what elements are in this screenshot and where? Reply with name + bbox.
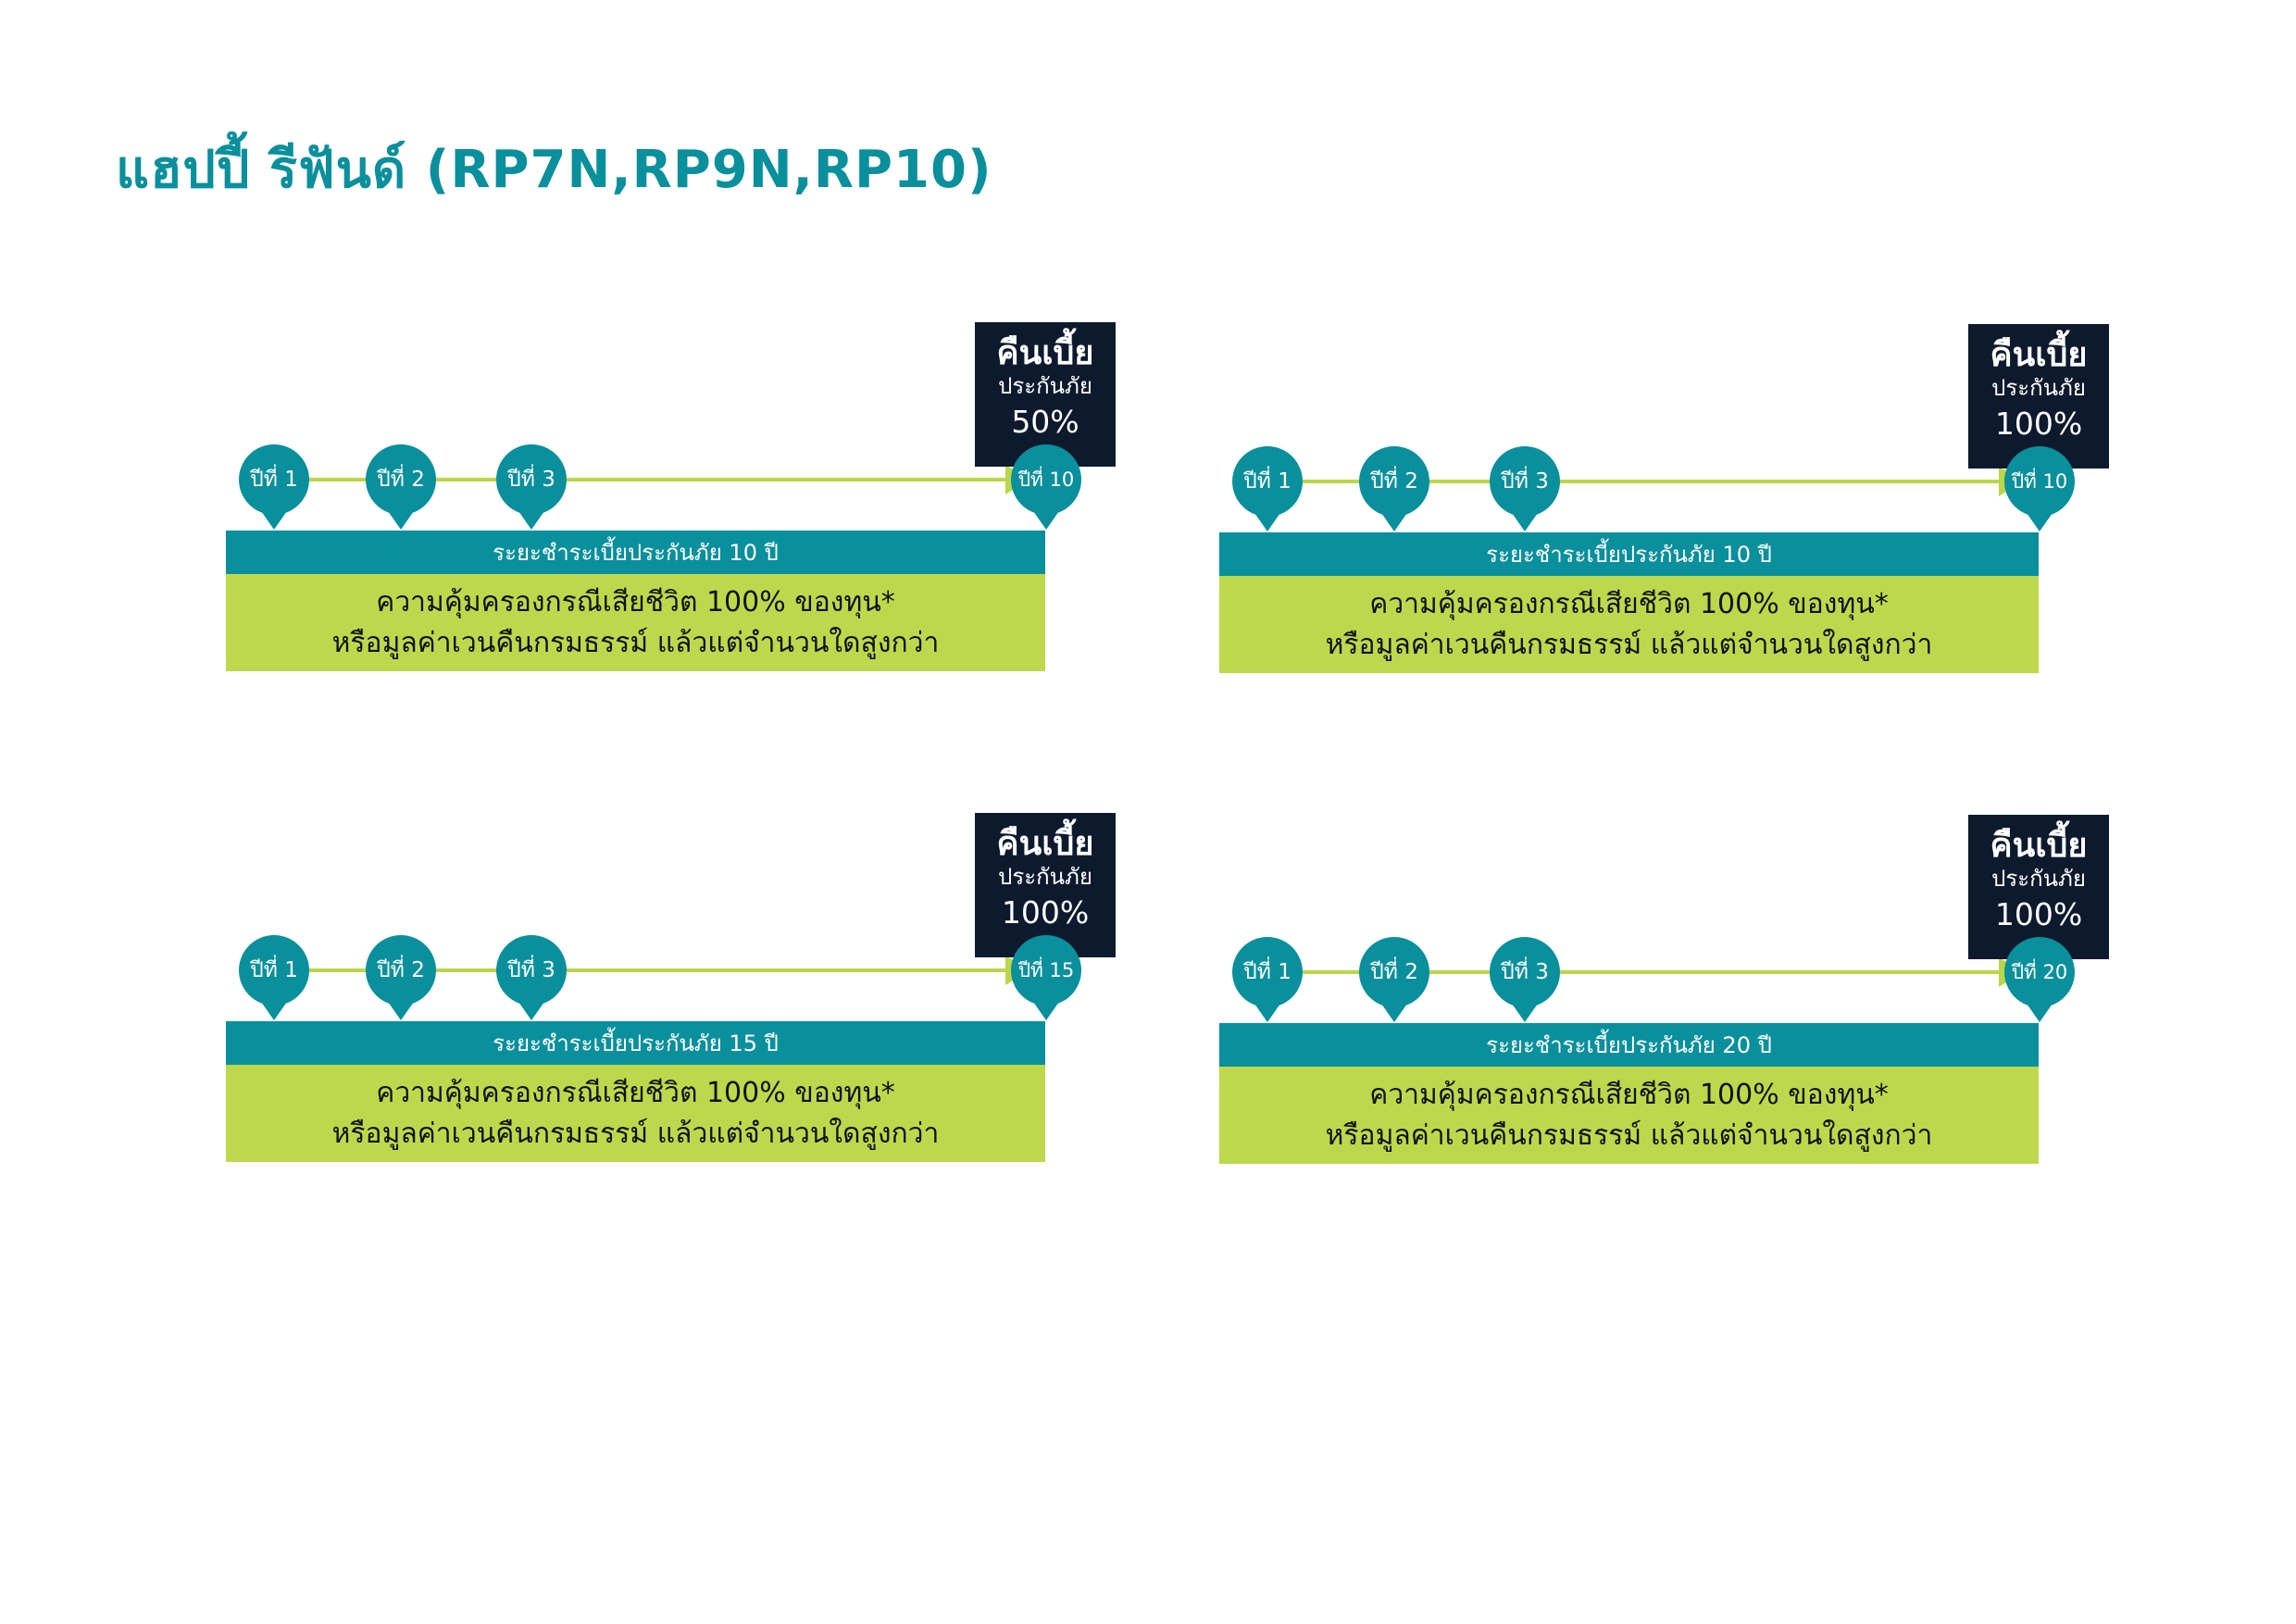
year-marker-2: ปีที่ 2: [1359, 937, 1429, 1007]
payment-period-bar: ระยะชำระเบี้ยประกันภัย 20 ปี: [1219, 1023, 2039, 1067]
refund-title: คืนเบี้ย: [1990, 336, 2088, 374]
plan-panel-1: ปีที่ 1 ปีที่ 2 ปีที่ 3 ปีที่ 10 คืนเบี้…: [226, 311, 1116, 700]
year-marker-3: ปีที่ 3: [1490, 446, 1560, 517]
timeline-line: [281, 478, 1008, 481]
refund-subtitle: ประกันภัย: [998, 373, 1092, 399]
payment-period-bar: ระยะชำระเบี้ยประกันภัย 15 ปี: [226, 1021, 1045, 1065]
coverage-box: ความคุ้มครองกรณีเสียชีวิต 100% ของทุน* ห…: [226, 574, 1045, 671]
year-marker-final: ปีที่ 20: [2004, 937, 2075, 1007]
year-marker-2: ปีที่ 2: [1359, 446, 1429, 517]
timeline-line: [1275, 480, 2002, 483]
refund-subtitle: ประกันภัย: [998, 864, 1092, 890]
year-marker-final: ปีที่ 10: [2004, 446, 2075, 517]
year-marker-1: ปีที่ 1: [239, 935, 309, 1006]
refund-percent: 100%: [1994, 406, 2083, 442]
refund-subtitle: ประกันภัย: [1991, 375, 2086, 401]
coverage-box: ความคุ้มครองกรณีเสียชีวิต 100% ของทุน* ห…: [1219, 1067, 2039, 1164]
plan-panel-2: ปีที่ 1 ปีที่ 2 ปีที่ 3 ปีที่ 10 คืนเบี้…: [1219, 313, 2109, 702]
coverage-box: ความคุ้มครองกรณีเสียชีวิต 100% ของทุน* ห…: [226, 1065, 1045, 1162]
coverage-line-1: ความคุ้มครองกรณีเสียชีวิต 100% ของทุน*: [1369, 1078, 1889, 1111]
coverage-line-1: ความคุ้มครองกรณีเสียชีวิต 100% ของทุน*: [376, 1076, 895, 1109]
coverage-box: ความคุ้มครองกรณีเสียชีวิต 100% ของทุน* ห…: [1219, 576, 2039, 673]
coverage-line-1: ความคุ้มครองกรณีเสียชีวิต 100% ของทุน*: [1369, 587, 1889, 620]
plan-panel-3: ปีที่ 1 ปีที่ 2 ปีที่ 3 ปีที่ 15 คืนเบี้…: [226, 802, 1116, 1191]
year-marker-1: ปีที่ 1: [1232, 937, 1303, 1007]
refund-subtitle: ประกันภัย: [1991, 866, 2086, 892]
refund-percent: 100%: [1994, 896, 2083, 932]
year-marker-3: ปีที่ 3: [1490, 937, 1560, 1007]
coverage-line-2: หรือมูลค่าเวนคืนกรมธรรม์ แล้วแต่จำนวนใดส…: [331, 626, 940, 659]
refund-percent: 50%: [1011, 404, 1079, 440]
refund-box: คืนเบี้ย ประกันภัย 100%: [975, 813, 1116, 957]
refund-percent: 100%: [1001, 894, 1090, 931]
timeline-line: [281, 968, 1008, 972]
coverage-line-2: หรือมูลค่าเวนคืนกรมธรรม์ แล้วแต่จำนวนใดส…: [1325, 1118, 1933, 1152]
refund-title: คืนเบี้ย: [996, 334, 1094, 372]
year-marker-2: ปีที่ 2: [366, 444, 436, 515]
year-marker-1: ปีที่ 1: [1232, 446, 1303, 517]
coverage-line-2: หรือมูลค่าเวนคืนกรมธรรม์ แล้วแต่จำนวนใดส…: [1325, 628, 1933, 661]
refund-box: คืนเบี้ย ประกันภัย 50%: [975, 322, 1116, 467]
timeline-line: [1275, 970, 2002, 974]
year-marker-3: ปีที่ 3: [496, 935, 567, 1006]
coverage-line-2: หรือมูลค่าเวนคืนกรมธรรม์ แล้วแต่จำนวนใดส…: [331, 1117, 940, 1150]
refund-title: คืนเบี้ย: [996, 825, 1094, 863]
coverage-line-1: ความคุ้มครองกรณีเสียชีวิต 100% ของทุน*: [376, 585, 895, 618]
year-marker-final: ปีที่ 15: [1011, 935, 1081, 1006]
refund-title: คืนเบี้ย: [1990, 827, 2088, 865]
year-marker-final: ปีที่ 10: [1011, 444, 1081, 515]
refund-box: คืนเบี้ย ประกันภัย 100%: [1968, 324, 2109, 468]
plan-panel-4: ปีที่ 1 ปีที่ 2 ปีที่ 3 ปีที่ 20 คืนเบี้…: [1219, 804, 2109, 1193]
page-title: แฮปปี้ รีฟันด์ (RP7N,RP9N,RP10): [116, 140, 992, 200]
year-marker-3: ปีที่ 3: [496, 444, 567, 515]
year-marker-1: ปีที่ 1: [239, 444, 309, 515]
payment-period-bar: ระยะชำระเบี้ยประกันภัย 10 ปี: [1219, 532, 2039, 576]
refund-box: คืนเบี้ย ประกันภัย 100%: [1968, 815, 2109, 959]
year-marker-2: ปีที่ 2: [366, 935, 436, 1006]
payment-period-bar: ระยะชำระเบี้ยประกันภัย 10 ปี: [226, 531, 1045, 574]
